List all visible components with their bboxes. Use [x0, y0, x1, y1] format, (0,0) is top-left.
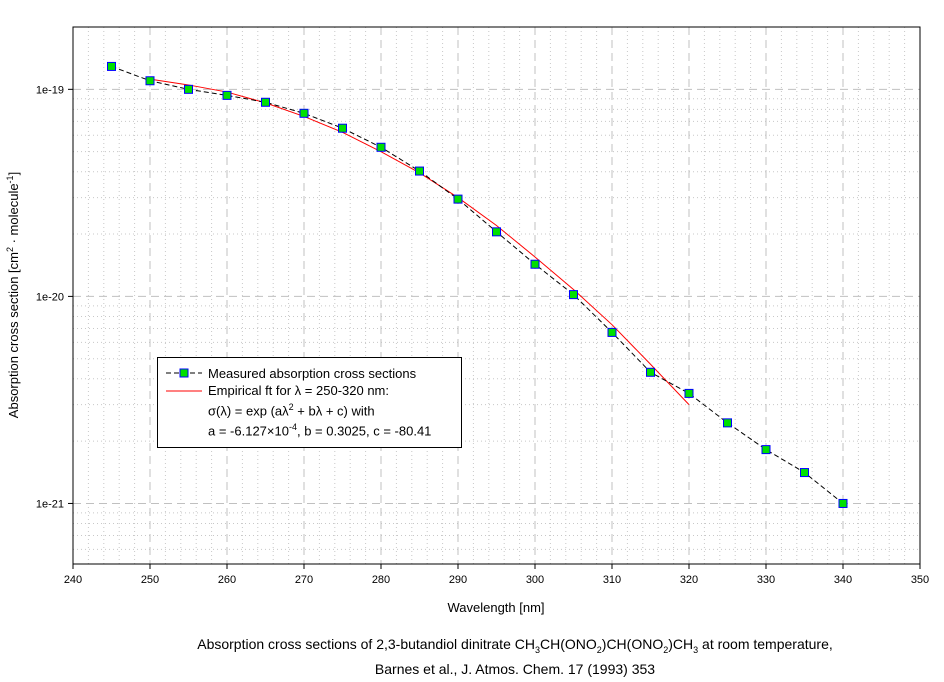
measured-markers	[107, 61, 848, 508]
data-point	[415, 166, 424, 176]
y-tick-label: 1e-21	[36, 498, 64, 510]
x-tick-label: 310	[603, 574, 621, 586]
y-tick-label: 1e-19	[36, 84, 64, 96]
data-point	[838, 498, 848, 508]
data-point	[338, 123, 347, 133]
data-point	[184, 84, 193, 94]
y-tick-label: 1e-20	[36, 291, 64, 303]
legend-fit-formula: σ(λ) = exp (aλ2 + bλ + c) with	[208, 402, 375, 419]
x-tick-label: 330	[757, 574, 775, 586]
data-point	[607, 327, 617, 337]
x-tick-label: 350	[911, 574, 929, 586]
data-point	[800, 468, 809, 478]
data-point	[261, 97, 270, 107]
caption-line-1: Absorption cross sections of 2,3-butandi…	[197, 636, 833, 655]
grid	[73, 26, 920, 564]
x-tick-label: 320	[680, 574, 698, 586]
data-point	[107, 61, 116, 71]
x-tick-label: 290	[449, 574, 467, 586]
measured-line	[111, 65, 844, 504]
legend-symbols	[166, 368, 202, 392]
plot-frame	[72, 26, 921, 565]
y-axis-label: Absorption cross section [cm2 · molecule…	[5, 172, 21, 418]
data-point	[453, 194, 463, 204]
legend: Measured absorption cross sections Empir…	[157, 357, 462, 448]
x-tick-label: 240	[64, 574, 82, 586]
x-tick-label: 250	[141, 574, 159, 586]
axis-ticks: 240 250 260 270 280 290 300 310 320 330 340 350 1e-1…	[36, 84, 929, 586]
data-point	[723, 418, 732, 428]
legend-marker-icon	[179, 368, 189, 378]
legend-entry-fit: Empirical ft for λ = 250-320 nm:	[208, 383, 389, 398]
x-tick-label: 260	[218, 574, 236, 586]
data-point	[530, 259, 540, 269]
data-point	[492, 227, 501, 237]
x-tick-label: 340	[834, 574, 852, 586]
legend-fit-params: a = -6.127×10-4, b = 0.3025, c = -80.41	[208, 422, 432, 439]
x-tick-label: 270	[295, 574, 313, 586]
x-tick-label: 300	[526, 574, 544, 586]
data-point	[569, 290, 578, 300]
data-point	[299, 108, 309, 118]
legend-entry-measured: Measured absorption cross sections	[208, 366, 417, 381]
x-tick-label: 280	[372, 574, 390, 586]
data-point	[222, 90, 232, 100]
fit-curve	[149, 78, 690, 406]
data-point	[145, 76, 155, 86]
data-point	[646, 367, 655, 377]
caption-line-2: Barnes et al., J. Atmos. Chem. 17 (1993)…	[374, 661, 656, 677]
data-point	[761, 445, 771, 455]
x-axis-label: Wavelength [nm]	[447, 600, 544, 615]
data-point	[684, 388, 694, 398]
data-point	[376, 142, 386, 152]
